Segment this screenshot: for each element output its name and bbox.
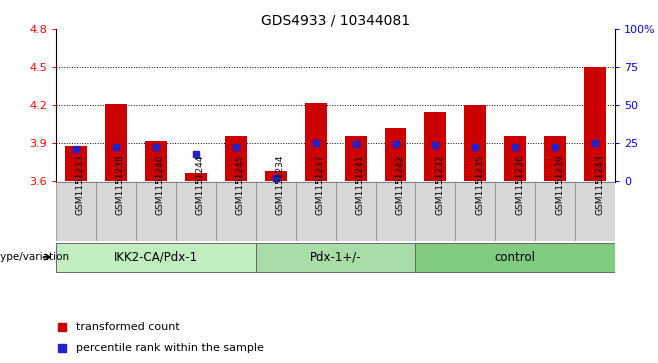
Text: GSM1151237: GSM1151237 xyxy=(316,154,324,215)
Bar xyxy=(305,103,326,182)
Bar xyxy=(415,182,455,241)
Bar xyxy=(505,136,526,182)
Bar xyxy=(415,243,615,272)
Bar xyxy=(575,182,615,241)
Bar xyxy=(376,182,415,241)
Title: GDS4933 / 10344081: GDS4933 / 10344081 xyxy=(261,14,410,28)
Bar xyxy=(185,172,207,182)
Text: GSM1151232: GSM1151232 xyxy=(436,154,444,215)
Text: GSM1151243: GSM1151243 xyxy=(595,154,604,215)
Bar xyxy=(584,67,606,182)
Bar xyxy=(336,182,376,241)
Bar xyxy=(536,182,575,241)
Bar xyxy=(384,128,407,182)
Bar xyxy=(105,104,127,182)
Bar xyxy=(265,171,287,182)
Text: Pdx-1+/-: Pdx-1+/- xyxy=(310,250,361,264)
Text: GSM1151240: GSM1151240 xyxy=(156,154,164,215)
Bar xyxy=(56,243,256,272)
Bar xyxy=(544,136,567,182)
Bar xyxy=(65,146,87,182)
Bar xyxy=(345,136,367,182)
Text: GSM1151244: GSM1151244 xyxy=(196,154,205,215)
Bar xyxy=(295,182,336,241)
Bar xyxy=(136,182,176,241)
Text: GSM1151233: GSM1151233 xyxy=(76,154,85,215)
Bar xyxy=(256,182,295,241)
Bar xyxy=(225,136,247,182)
Bar xyxy=(56,182,96,241)
Bar xyxy=(256,243,415,272)
Text: control: control xyxy=(495,250,536,264)
Bar xyxy=(455,182,495,241)
Text: GSM1151234: GSM1151234 xyxy=(276,154,285,215)
Bar xyxy=(96,182,136,241)
Text: GSM1151235: GSM1151235 xyxy=(475,154,484,215)
Bar xyxy=(424,111,446,182)
Text: GSM1151239: GSM1151239 xyxy=(555,154,565,215)
Bar xyxy=(495,182,536,241)
Bar xyxy=(176,182,216,241)
Bar xyxy=(216,182,256,241)
Text: IKK2-CA/Pdx-1: IKK2-CA/Pdx-1 xyxy=(114,250,198,264)
Text: GSM1151236: GSM1151236 xyxy=(515,154,524,215)
Text: GSM1151242: GSM1151242 xyxy=(395,154,405,215)
Bar xyxy=(145,141,166,182)
Text: GSM1151245: GSM1151245 xyxy=(236,154,245,215)
Text: genotype/variation: genotype/variation xyxy=(0,252,69,262)
Bar xyxy=(465,105,486,182)
Text: GSM1151241: GSM1151241 xyxy=(355,154,365,215)
Text: transformed count: transformed count xyxy=(76,322,180,332)
Text: GSM1151238: GSM1151238 xyxy=(116,154,125,215)
Text: percentile rank within the sample: percentile rank within the sample xyxy=(76,343,264,354)
